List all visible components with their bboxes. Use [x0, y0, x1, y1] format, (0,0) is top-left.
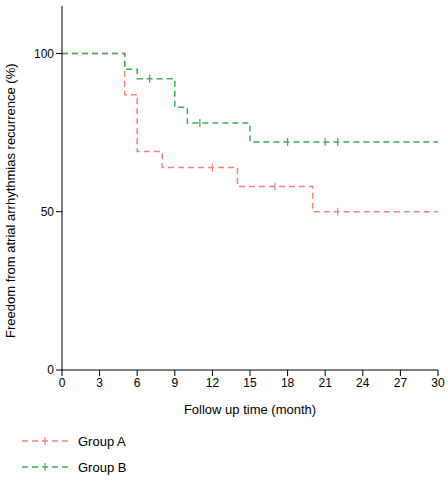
svg-text:18: 18 — [281, 376, 295, 390]
svg-text:Freedom from atrial arrhythmia: Freedom from atrial arrhythmias recurren… — [8, 63, 18, 338]
svg-text:Follow up time (month): Follow up time (month) — [184, 402, 316, 417]
svg-text:21: 21 — [319, 376, 333, 390]
html-text:Group A: Group A — [78, 433, 126, 449]
svg-text:27: 27 — [394, 376, 408, 390]
svg-text:100: 100 — [34, 47, 54, 61]
svg-text:9: 9 — [171, 376, 178, 390]
svg-text:6: 6 — [134, 376, 141, 390]
svg-text:0: 0 — [59, 376, 66, 390]
svg-text:15: 15 — [243, 376, 257, 390]
svg-text:24: 24 — [356, 376, 370, 390]
svg-text:3: 3 — [96, 376, 103, 390]
svg-text:30: 30 — [431, 376, 440, 390]
html-text:Group B: Group B — [78, 459, 127, 475]
svg-text:12: 12 — [206, 376, 220, 390]
svg-text:0: 0 — [47, 363, 54, 377]
svg-text:50: 50 — [41, 205, 55, 219]
